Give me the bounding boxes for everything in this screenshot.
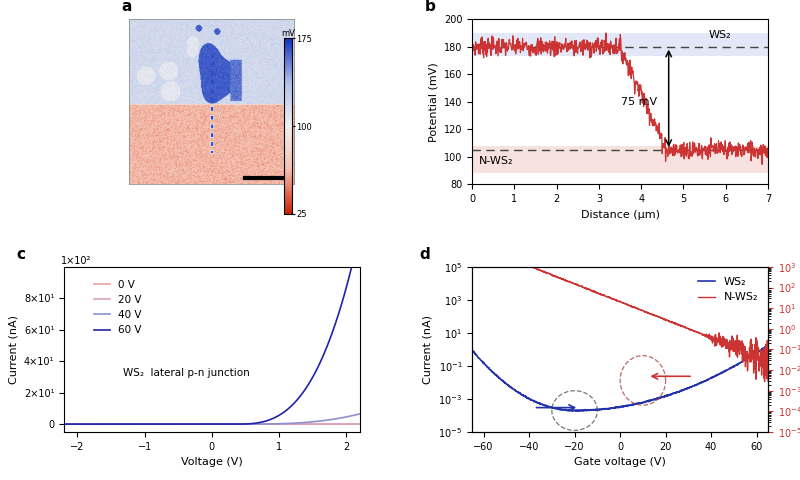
60 V <box>355 229 365 235</box>
40 V <box>200 421 210 427</box>
N-WS₂ <box>467 240 477 246</box>
40 V <box>348 413 358 419</box>
Text: WS₂  lateral p-n junction: WS₂ lateral p-n junction <box>123 368 250 378</box>
20 V <box>235 421 245 427</box>
0 V <box>200 421 210 427</box>
20 V <box>355 421 365 427</box>
40 V <box>355 411 365 417</box>
0 V <box>302 421 311 427</box>
X-axis label: Distance (μm): Distance (μm) <box>581 210 660 219</box>
N-WS₂ <box>474 243 483 249</box>
40 V <box>59 421 69 427</box>
Line: WS₂: WS₂ <box>472 345 768 411</box>
0 V <box>219 421 229 427</box>
N-WS₂ <box>732 348 742 354</box>
20 V <box>219 421 229 427</box>
60 V <box>235 421 245 427</box>
N-WS₂ <box>599 292 609 298</box>
WS₂ <box>763 342 773 348</box>
40 V <box>235 421 245 427</box>
40 V <box>219 421 229 427</box>
N-WS₂ <box>650 312 660 318</box>
WS₂ <box>574 408 583 414</box>
Bar <box>472 146 768 173</box>
60 V <box>202 421 211 427</box>
0 V <box>59 421 69 427</box>
N-WS₂ <box>760 379 770 384</box>
X-axis label: Voltage (V): Voltage (V) <box>181 457 242 467</box>
WS₂ <box>474 355 483 360</box>
Line: 60 V: 60 V <box>64 232 360 424</box>
X-axis label: Gate voltage (V): Gate voltage (V) <box>574 457 666 467</box>
0 V <box>348 421 358 427</box>
60 V <box>200 421 210 427</box>
0 V <box>235 421 245 427</box>
WS₂ <box>600 407 610 412</box>
Text: b: b <box>425 0 436 14</box>
Text: a: a <box>121 0 131 14</box>
WS₂ <box>636 400 646 406</box>
Text: 1×10²: 1×10² <box>61 256 91 266</box>
Legend: 0 V, 20 V, 40 V, 60 V: 0 V, 20 V, 40 V, 60 V <box>90 276 146 339</box>
Text: d: d <box>419 247 430 262</box>
0 V <box>355 421 365 427</box>
Text: N-WS₂: N-WS₂ <box>478 156 513 166</box>
WS₂ <box>650 396 660 402</box>
60 V <box>302 384 311 390</box>
WS₂ <box>467 348 477 353</box>
Legend: WS₂, N-WS₂: WS₂, N-WS₂ <box>694 273 762 307</box>
Line: 40 V: 40 V <box>64 414 360 424</box>
Text: c: c <box>17 247 26 262</box>
Y-axis label: Current (nA): Current (nA) <box>8 315 18 384</box>
20 V <box>202 421 211 427</box>
N-WS₂ <box>636 307 646 313</box>
N-WS₂ <box>763 378 773 384</box>
20 V <box>348 421 358 427</box>
Line: N-WS₂: N-WS₂ <box>472 243 768 382</box>
WS₂ <box>732 362 742 368</box>
WS₂ <box>470 350 479 356</box>
Text: WS₂: WS₂ <box>709 30 731 40</box>
Y-axis label: Current (nA): Current (nA) <box>423 315 433 384</box>
60 V <box>219 421 229 427</box>
Bar <box>472 33 768 56</box>
20 V <box>302 421 311 427</box>
40 V <box>202 421 211 427</box>
20 V <box>200 421 210 427</box>
0 V <box>202 421 211 427</box>
20 V <box>59 421 69 427</box>
40 V <box>302 420 311 425</box>
60 V <box>348 260 358 266</box>
Title: mV: mV <box>281 29 295 37</box>
60 V <box>59 421 69 427</box>
Y-axis label: Potential (mV): Potential (mV) <box>429 62 438 142</box>
N-WS₂ <box>470 242 479 248</box>
Text: 75 mV: 75 mV <box>621 97 657 108</box>
